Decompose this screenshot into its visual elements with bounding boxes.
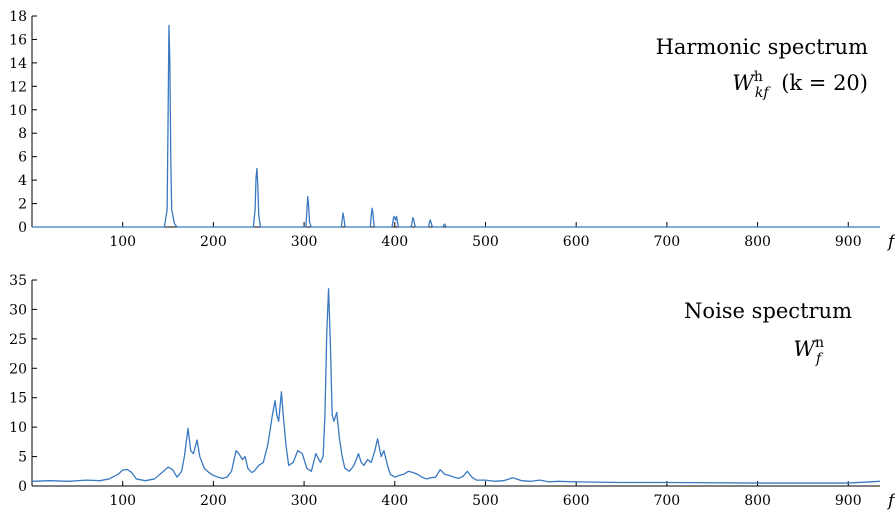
x-tick-label: 400 [381, 234, 408, 250]
x-tick-label: 100 [109, 493, 136, 509]
y-tick-label: 20 [9, 361, 27, 377]
x-axis-label: f [886, 491, 895, 510]
series-line-1 [32, 24, 880, 228]
x-tick-label: 200 [200, 234, 227, 250]
chart-panel-1: 0 2 4 6 8 10 12 14 16 18 100 200 300 400 500 600 700 800 9… [9, 9, 895, 252]
annotation-formula: Wh kf (k = 20) [732, 69, 868, 101]
x-tick-label: 300 [291, 234, 318, 250]
y-tick-label: 35 [9, 273, 27, 289]
y-tick-label: 5 [18, 450, 27, 466]
annotation-title: Noise spectrum [684, 299, 852, 323]
y-tick-label: 0 [18, 479, 27, 495]
x-tick-label: 900 [835, 493, 862, 509]
x-tick-label: 400 [381, 493, 408, 509]
y-tick-label: 0 [18, 220, 27, 236]
y-tick-label: 10 [9, 420, 27, 436]
x-tick-label: 700 [653, 493, 680, 509]
x-tick-label: 900 [835, 234, 862, 250]
x-tick-label: 700 [653, 234, 680, 250]
y-tick-label: 15 [9, 391, 27, 407]
annotation-formula: Wn f [793, 335, 824, 367]
chart-panel-2: 0 5 10 15 20 25 30 35 100 200 300 400 500 600 700 800 90… [9, 273, 895, 510]
x-tick-label: 200 [200, 493, 227, 509]
x-tick-label: 300 [291, 493, 318, 509]
y-tick-label: 8 [18, 126, 27, 142]
y-tick-label: 25 [9, 332, 27, 348]
x-tick-label: 800 [744, 234, 771, 250]
x-tick-label: 500 [472, 493, 499, 509]
y-tick-label: 6 [18, 150, 27, 166]
y-tick-label: 30 [9, 302, 27, 318]
x-axis-label: f [886, 232, 895, 252]
series-line-1 [31, 288, 881, 484]
x-tick-label: 600 [563, 234, 590, 250]
y-tick-label: 4 [18, 173, 27, 189]
y-tick-label: 14 [9, 56, 27, 72]
y-tick-label: 10 [9, 103, 27, 119]
x-tick-label: 500 [472, 234, 499, 250]
x-tick-label: 800 [744, 493, 771, 509]
y-tick-label: 16 [9, 32, 27, 48]
y-tick-label: 2 [18, 197, 27, 213]
x-tick-label: 600 [563, 493, 590, 509]
y-tick-label: 18 [9, 9, 27, 25]
annotation-title: Harmonic spectrum [656, 35, 869, 59]
y-tick-label: 12 [9, 79, 27, 95]
x-tick-label: 100 [109, 234, 136, 250]
